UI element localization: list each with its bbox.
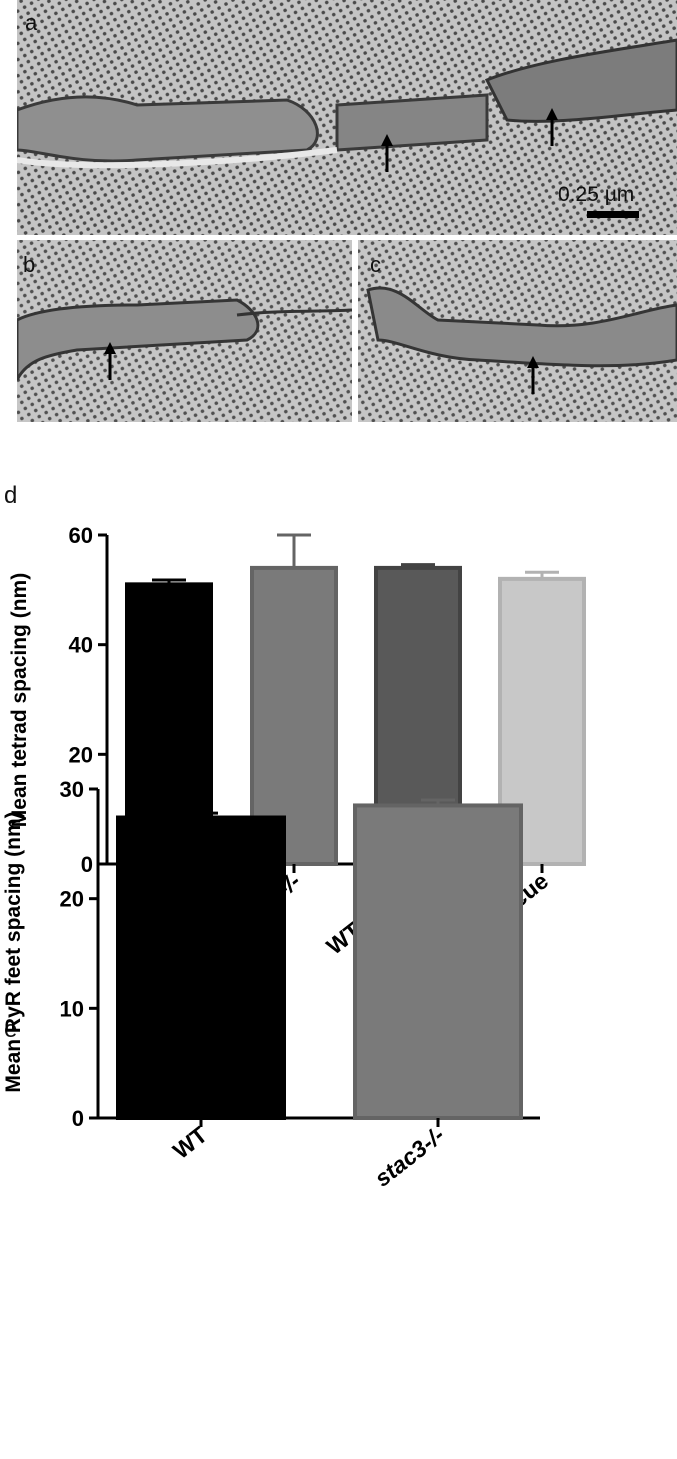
- x-tick-label: stac3-/-: [370, 1121, 449, 1191]
- bar: [353, 803, 523, 1120]
- panel-label-a: a: [25, 10, 38, 35]
- scale-bar: [587, 211, 639, 218]
- micrograph-panel-c: c: [358, 240, 677, 422]
- x-tick-label: WT: [168, 1121, 212, 1164]
- micrograph-panel-a: a 0.25 μm: [17, 0, 677, 235]
- panel-label-d: d: [4, 482, 18, 509]
- bar: [116, 815, 286, 1120]
- y-tick-label: 20: [69, 742, 93, 767]
- arrow-icon: [527, 356, 539, 394]
- y-axis-label: Mean RyR feet spacing (nm): [2, 811, 25, 1092]
- panel-label-e: e: [4, 1016, 18, 1043]
- y-tick-label: 10: [60, 996, 84, 1021]
- y-tick-label: 40: [69, 633, 93, 658]
- y-tick-label: 30: [60, 777, 84, 802]
- micrograph-panel-b: b: [17, 240, 352, 422]
- y-tick-label: 0: [72, 1106, 84, 1131]
- y-tick-label: 60: [69, 523, 93, 548]
- bar: [250, 565, 338, 867]
- scale-bar-label: 0.25 μm: [558, 183, 635, 206]
- y-tick-label: 0: [81, 852, 93, 877]
- y-axis-label: Mean tetrad spacing (nm): [8, 573, 31, 827]
- micrograph-c-image: [358, 240, 677, 422]
- micrograph-a-image: [17, 0, 677, 235]
- panel-label-c: c: [370, 252, 381, 277]
- arrow-icon: [381, 108, 558, 172]
- panel-label-b: b: [23, 252, 36, 277]
- y-tick-label: 20: [60, 887, 84, 912]
- arrow-icon: [104, 342, 116, 380]
- micrograph-b-image: [17, 240, 352, 422]
